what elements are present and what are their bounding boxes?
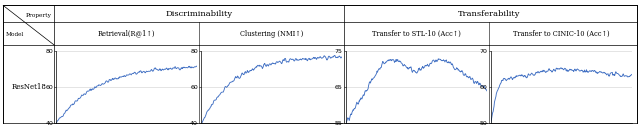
Text: Clustering (NMI↑): Clustering (NMI↑) [240, 30, 303, 38]
Text: ResNet18: ResNet18 [12, 83, 46, 91]
Text: Model: Model [6, 32, 24, 37]
Text: Discriminability: Discriminability [166, 10, 233, 18]
Text: Transfer to STL-10 (Acc↑): Transfer to STL-10 (Acc↑) [372, 30, 461, 38]
Text: Property: Property [26, 13, 52, 18]
Text: Transferability: Transferability [458, 10, 520, 18]
Text: Transfer to CINIC-10 (Acc↑): Transfer to CINIC-10 (Acc↑) [513, 30, 609, 38]
Text: Retrieval(R@1↑): Retrieval(R@1↑) [98, 30, 156, 38]
